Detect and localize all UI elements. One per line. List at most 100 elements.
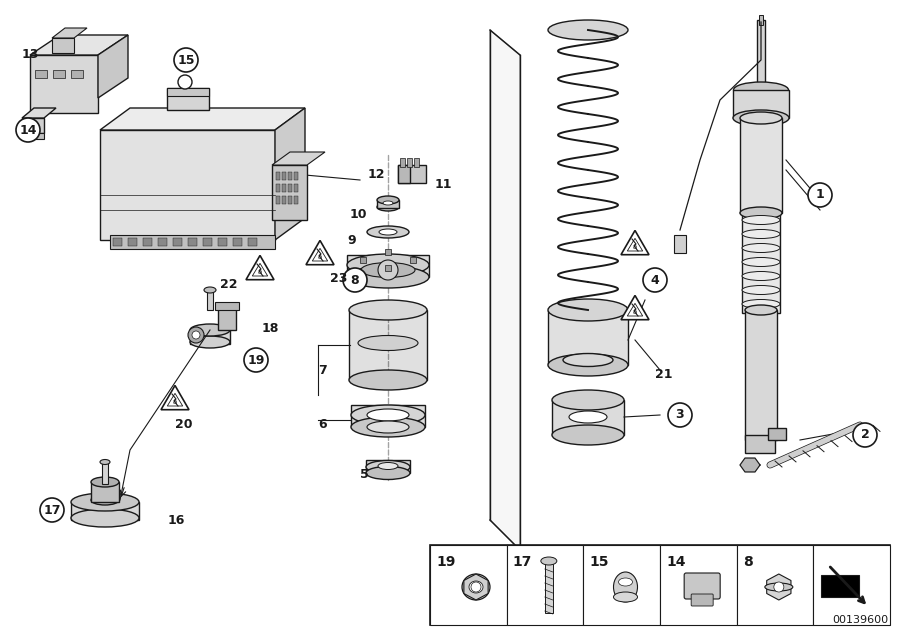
- Text: 19: 19: [248, 354, 265, 366]
- Text: 12: 12: [368, 169, 385, 181]
- Polygon shape: [306, 240, 334, 265]
- Bar: [188, 238, 197, 246]
- Bar: [552, 400, 624, 435]
- Text: 11: 11: [435, 179, 453, 191]
- Ellipse shape: [742, 286, 780, 294]
- Ellipse shape: [351, 405, 425, 425]
- Polygon shape: [740, 458, 760, 472]
- Bar: [366, 460, 410, 473]
- Ellipse shape: [462, 574, 490, 600]
- Bar: [276, 172, 280, 180]
- Bar: [158, 238, 167, 246]
- Bar: [385, 249, 391, 255]
- Ellipse shape: [765, 583, 793, 591]
- Text: 4: 4: [651, 273, 660, 286]
- Bar: [22, 133, 44, 139]
- Bar: [272, 165, 307, 220]
- Text: 14: 14: [19, 123, 37, 137]
- Text: ā: ā: [318, 254, 322, 260]
- Ellipse shape: [190, 336, 230, 348]
- Ellipse shape: [379, 229, 397, 235]
- Ellipse shape: [734, 82, 788, 98]
- Ellipse shape: [569, 411, 607, 423]
- Bar: [143, 238, 152, 246]
- Bar: [173, 238, 182, 246]
- Text: 15: 15: [590, 555, 608, 569]
- Bar: [218, 308, 236, 330]
- Text: 8: 8: [742, 555, 752, 569]
- Bar: [102, 462, 108, 484]
- Bar: [410, 257, 416, 263]
- Bar: [400, 158, 405, 167]
- Bar: [288, 196, 292, 204]
- Bar: [190, 330, 230, 344]
- Text: 13: 13: [22, 48, 40, 62]
- Bar: [276, 184, 280, 192]
- Ellipse shape: [71, 493, 139, 511]
- Text: 7: 7: [318, 364, 327, 377]
- Ellipse shape: [378, 462, 398, 469]
- Bar: [91, 482, 119, 502]
- Circle shape: [343, 268, 367, 292]
- Ellipse shape: [91, 495, 119, 505]
- Bar: [71, 70, 83, 78]
- Ellipse shape: [469, 581, 483, 593]
- Ellipse shape: [742, 258, 780, 266]
- Ellipse shape: [366, 466, 410, 480]
- Circle shape: [853, 423, 877, 447]
- Ellipse shape: [774, 582, 784, 592]
- Text: 10: 10: [350, 209, 367, 221]
- Bar: [53, 70, 65, 78]
- Ellipse shape: [471, 582, 481, 592]
- Ellipse shape: [190, 324, 230, 336]
- Ellipse shape: [548, 299, 628, 321]
- Text: 21: 21: [655, 368, 672, 382]
- Ellipse shape: [347, 254, 429, 276]
- Bar: [737, 545, 814, 625]
- Bar: [660, 545, 737, 625]
- Bar: [377, 200, 399, 208]
- Ellipse shape: [740, 112, 782, 124]
- Bar: [347, 255, 429, 277]
- Text: 14: 14: [666, 555, 686, 569]
- Text: 18: 18: [262, 322, 279, 335]
- Ellipse shape: [366, 460, 410, 473]
- Ellipse shape: [614, 572, 637, 602]
- Polygon shape: [621, 230, 649, 254]
- Bar: [294, 196, 298, 204]
- Bar: [52, 38, 74, 53]
- Ellipse shape: [349, 300, 427, 320]
- Bar: [398, 165, 426, 183]
- Bar: [407, 158, 412, 167]
- Ellipse shape: [742, 216, 780, 225]
- Bar: [398, 165, 410, 183]
- Bar: [822, 575, 860, 597]
- Polygon shape: [767, 574, 791, 600]
- Polygon shape: [161, 385, 189, 410]
- Bar: [385, 265, 391, 271]
- Bar: [759, 15, 763, 25]
- Text: ā: ā: [258, 269, 262, 275]
- Ellipse shape: [383, 201, 393, 205]
- Text: 22: 22: [220, 279, 238, 291]
- Circle shape: [643, 268, 667, 292]
- Bar: [288, 172, 292, 180]
- Ellipse shape: [71, 509, 139, 527]
- Bar: [35, 70, 47, 78]
- Polygon shape: [52, 28, 87, 38]
- Ellipse shape: [548, 354, 628, 376]
- Polygon shape: [275, 108, 305, 240]
- Bar: [768, 428, 786, 440]
- Circle shape: [188, 327, 204, 343]
- Text: 16: 16: [168, 513, 185, 527]
- Text: 9: 9: [347, 233, 356, 247]
- Bar: [294, 172, 298, 180]
- Polygon shape: [464, 574, 488, 600]
- Circle shape: [174, 48, 198, 72]
- Bar: [507, 545, 583, 625]
- Bar: [351, 405, 425, 427]
- Bar: [674, 235, 686, 253]
- Ellipse shape: [563, 354, 613, 366]
- Ellipse shape: [742, 300, 780, 308]
- Text: 6: 6: [318, 418, 327, 431]
